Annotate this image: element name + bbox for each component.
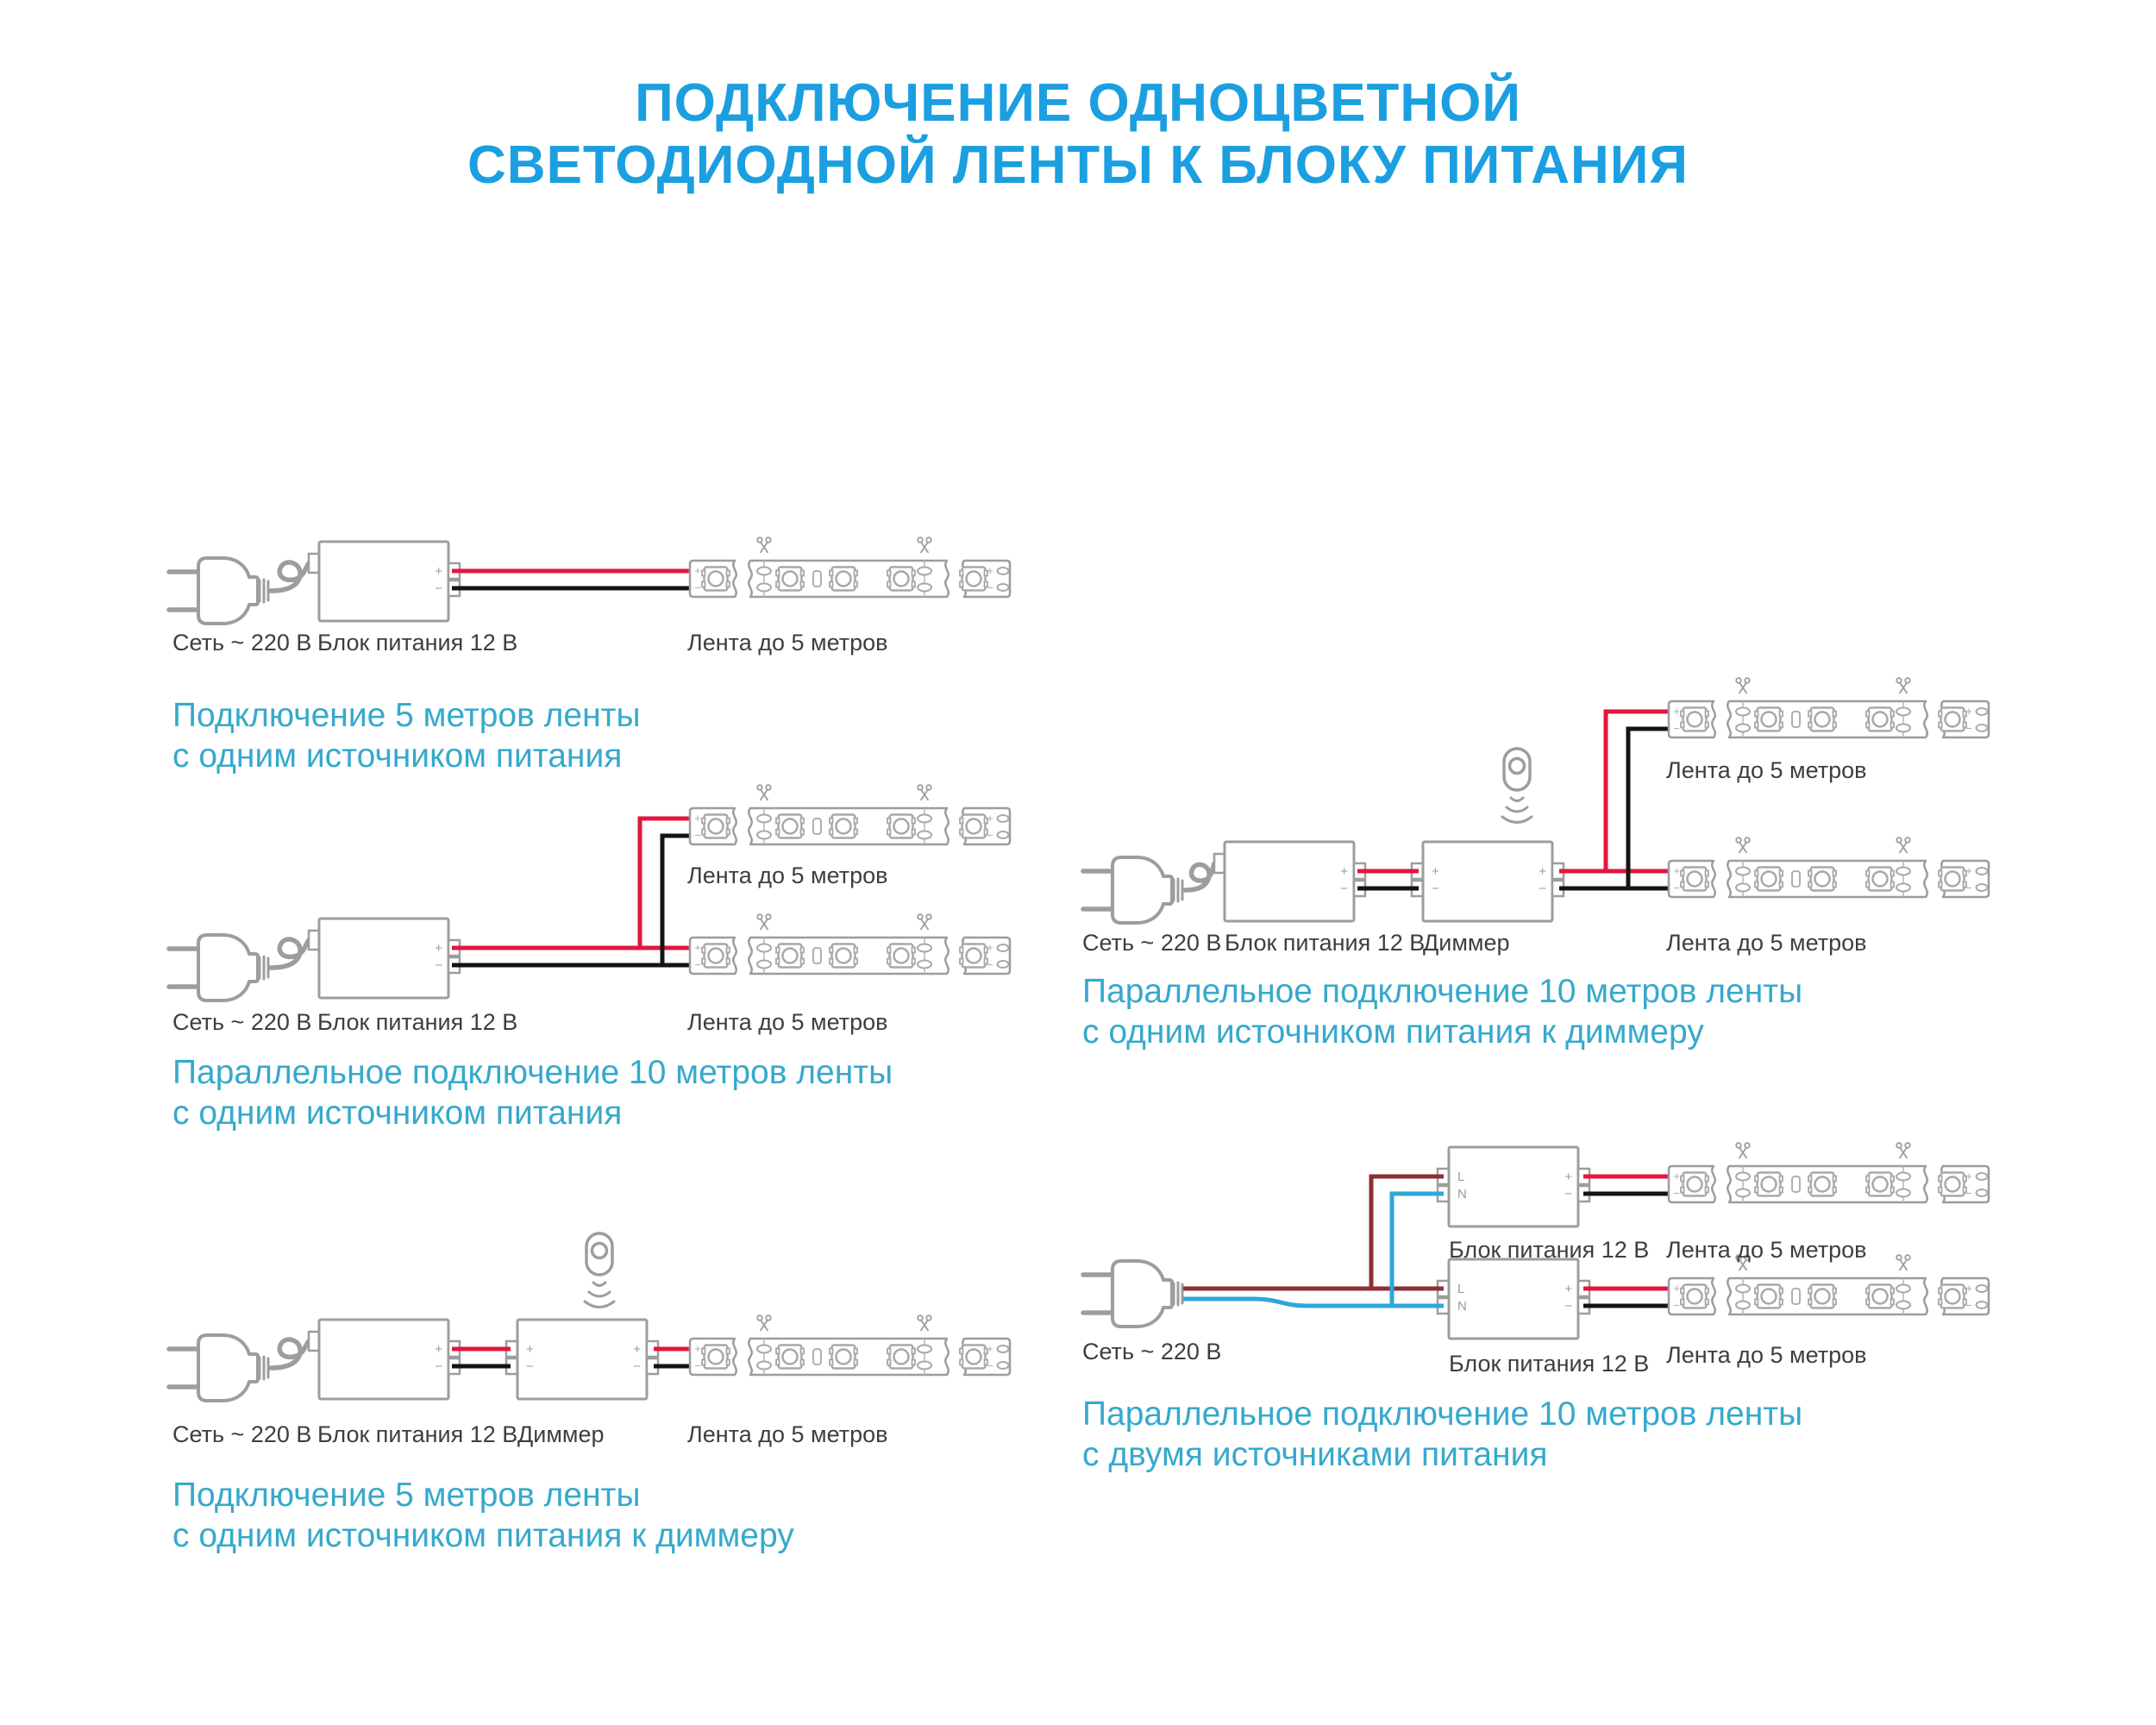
mains-cord bbox=[268, 937, 311, 970]
diagram-single-strip-one-psu bbox=[169, 537, 1010, 624]
diagram-single-strip-dimmer bbox=[169, 1232, 1010, 1401]
wire-negative bbox=[1583, 1191, 1670, 1308]
led-strip bbox=[1669, 1143, 1989, 1202]
label-psu-d1: Блок питания 12 В bbox=[317, 630, 518, 656]
mains-plug-icon bbox=[1083, 857, 1182, 923]
label-strip-d3: Лента до 5 метров bbox=[687, 1421, 888, 1447]
label-mains-d3: Сеть ~ 220 В bbox=[172, 1421, 312, 1447]
label-dimmer-d3: Диммер bbox=[517, 1421, 605, 1447]
label-psu-d3: Блок питания 12 В bbox=[317, 1421, 518, 1447]
label-mains-d4: Сеть ~ 220 В bbox=[1082, 930, 1222, 956]
caption-d2-line1: Параллельное подключение 10 метров ленты bbox=[172, 1054, 893, 1091]
label-psu-d2: Блок питания 12 В bbox=[317, 1009, 518, 1035]
mains-plug-icon bbox=[169, 1335, 268, 1401]
wire-positive bbox=[1583, 1174, 1670, 1291]
diagram-parallel-strips-dimmer bbox=[1083, 678, 1989, 923]
power-supply-unit bbox=[307, 540, 461, 623]
remote-control-icon bbox=[583, 1232, 616, 1309]
led-strip bbox=[1669, 837, 1989, 897]
caption-d3-line2: с одним источником питания к диммеру bbox=[172, 1517, 794, 1554]
power-supply-unit bbox=[1213, 840, 1367, 923]
power-supply-unit-bottom bbox=[1436, 1258, 1591, 1340]
label-psu-top-d5: Блок питания 12 В bbox=[1449, 1237, 1650, 1263]
diagram-parallel-strips-one-psu bbox=[169, 785, 1010, 1000]
label-strip-top-d2: Лента до 5 метров bbox=[687, 862, 888, 888]
label-strip-bottom-d4: Лента до 5 метров bbox=[1666, 930, 1867, 956]
power-supply-unit-top bbox=[1436, 1145, 1591, 1228]
caption-d3: Подключение 5 метров ленты с одним источ… bbox=[172, 1475, 794, 1556]
power-supply-unit bbox=[307, 1318, 461, 1401]
led-strip bbox=[690, 1315, 1010, 1375]
label-mains-d1: Сеть ~ 220 В bbox=[172, 630, 312, 656]
caption-d5-line1: Параллельное подключение 10 метров ленты bbox=[1082, 1396, 1803, 1433]
label-strip-bottom-d5: Лента до 5 метров bbox=[1666, 1342, 1867, 1368]
caption-d1: Подключение 5 метров ленты с одним источ… bbox=[172, 695, 641, 776]
led-strip bbox=[690, 537, 1010, 597]
wire-neutral-cyan bbox=[1183, 1191, 1444, 1308]
caption-d4: Параллельное подключение 10 метров ленты… bbox=[1082, 971, 1802, 1052]
power-supply-unit bbox=[307, 917, 461, 1000]
label-mains-d5: Сеть ~ 220 В bbox=[1082, 1339, 1222, 1364]
label-strip-bottom-d2: Лента до 5 метров bbox=[687, 1009, 888, 1035]
page-title-line2: СВЕТОДИОДНОЙ ЛЕНТЫ К БЛОКУ ПИТАНИЯ bbox=[467, 135, 1689, 195]
wire-positive bbox=[452, 816, 691, 950]
led-strip bbox=[690, 914, 1010, 974]
mains-plug-icon bbox=[1083, 1261, 1182, 1327]
caption-d5-line2: с двумя источниками питания bbox=[1082, 1436, 1548, 1473]
label-mains-d2: Сеть ~ 220 В bbox=[172, 1009, 312, 1035]
caption-d4-line2: с одним источником питания к диммеру bbox=[1082, 1013, 1704, 1051]
led-strip bbox=[690, 785, 1010, 844]
wire-positive bbox=[1357, 709, 1670, 874]
dimmer-unit bbox=[1410, 840, 1565, 923]
mains-cord bbox=[1182, 861, 1217, 893]
label-psu-bottom-d5: Блок питания 12 В bbox=[1449, 1351, 1650, 1377]
caption-d1-line1: Подключение 5 метров ленты bbox=[172, 697, 641, 734]
wire-negative bbox=[452, 833, 691, 968]
dimmer-unit bbox=[505, 1318, 660, 1401]
page-title-line1: ПОДКЛЮЧЕНИЕ ОДНОЦВЕТНОЙ bbox=[635, 73, 1521, 133]
caption-d3-line1: Подключение 5 метров ленты bbox=[172, 1477, 641, 1514]
caption-d5: Параллельное подключение 10 метров ленты… bbox=[1082, 1394, 1802, 1475]
caption-d4-line1: Параллельное подключение 10 метров ленты bbox=[1082, 973, 1803, 1010]
label-psu-d4: Блок питания 12 В bbox=[1225, 930, 1426, 956]
mains-cord bbox=[268, 1337, 311, 1371]
led-strip bbox=[1669, 1255, 1989, 1314]
caption-d2-line2: с одним источником питания bbox=[172, 1095, 623, 1132]
mains-plug-icon bbox=[169, 558, 268, 624]
caption-d1-line2: с одним источником питания bbox=[172, 737, 623, 775]
wire-line-brown bbox=[1183, 1174, 1444, 1291]
label-dimmer-d4: Диммер bbox=[1423, 930, 1510, 956]
mains-plug-icon bbox=[169, 935, 268, 1000]
remote-control-icon bbox=[1501, 747, 1533, 825]
page-title: ПОДКЛЮЧЕНИЕ ОДНОЦВЕТНОЙ СВЕТОДИОДНОЙ ЛЕН… bbox=[0, 72, 2156, 197]
label-strip-top-d4: Лента до 5 метров bbox=[1666, 757, 1867, 783]
caption-d2: Параллельное подключение 10 метров ленты… bbox=[172, 1052, 893, 1133]
mains-cord bbox=[268, 560, 311, 593]
label-strip-top-d5: Лента до 5 метров bbox=[1666, 1237, 1867, 1263]
diagram-parallel-strips-two-psu bbox=[1083, 1143, 1989, 1340]
wire-negative bbox=[1357, 726, 1670, 891]
led-strip bbox=[1669, 678, 1989, 737]
label-strip-d1: Лента до 5 метров bbox=[687, 630, 888, 656]
